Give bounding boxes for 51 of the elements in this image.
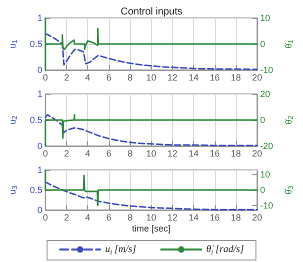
x-tick-label: 2 bbox=[64, 148, 70, 158]
x-tick-label: 20 bbox=[252, 72, 262, 82]
x-tick-label: 10 bbox=[146, 212, 156, 222]
x-tick-label: 8 bbox=[128, 212, 133, 222]
x-tick-label: 20 bbox=[252, 212, 262, 222]
x-tick-label: 6 bbox=[106, 212, 112, 222]
y2-tick-label: 0 bbox=[260, 39, 266, 49]
x-tick-label: 6 bbox=[106, 72, 112, 82]
x-tick-label: 16 bbox=[210, 212, 220, 222]
y-tick-label: 0.5 bbox=[30, 39, 42, 49]
y2-tick-label: -10 bbox=[260, 65, 274, 75]
x-tick-label: 2 bbox=[64, 72, 70, 82]
x-tick-label: 4 bbox=[85, 72, 90, 82]
y2-tick-label: -10 bbox=[260, 200, 274, 210]
y2-tick-label: 20 bbox=[260, 89, 270, 99]
x-tick-label: 2 bbox=[64, 212, 70, 222]
x-tick-label: 12 bbox=[167, 212, 178, 222]
y-tick-label: 0 bbox=[37, 65, 42, 75]
x-tick-label: 18 bbox=[230, 212, 241, 222]
y2-tick-label: 10 bbox=[260, 13, 270, 23]
y2-tick-label: -20 bbox=[260, 141, 274, 151]
x-tick-label: 10 bbox=[146, 72, 156, 82]
x-tick-label: 8 bbox=[128, 72, 133, 82]
y-tick-label: 1 bbox=[37, 13, 42, 23]
x-tick-label: 12 bbox=[167, 72, 178, 82]
x-tick-label: 20 bbox=[252, 148, 262, 158]
y-tick-label: 1 bbox=[37, 165, 42, 175]
x-tick-label: 6 bbox=[106, 148, 112, 158]
x-tick-label: 4 bbox=[85, 212, 90, 222]
y-tick-label: 0 bbox=[37, 141, 42, 151]
x-axis-title: time [sec] bbox=[132, 224, 171, 234]
y-tick-label: 1 bbox=[37, 89, 42, 99]
x-tick-label: 14 bbox=[188, 148, 199, 158]
y-tick-label: 0.5 bbox=[30, 185, 42, 195]
x-tick-label: 14 bbox=[188, 72, 199, 82]
x-tick-label: 8 bbox=[128, 148, 133, 158]
y2-tick-label: 0 bbox=[260, 185, 266, 195]
y-tick-label: 0.5 bbox=[30, 115, 42, 125]
x-tick-label: 18 bbox=[230, 72, 241, 82]
y-tick-label: 0 bbox=[37, 205, 42, 215]
x-tick-label: 4 bbox=[85, 148, 90, 158]
y2-tick-label: 10 bbox=[260, 170, 270, 180]
y2-tick-label: 0 bbox=[260, 115, 266, 125]
chart-title: Control inputs bbox=[120, 6, 182, 18]
x-tick-label: 18 bbox=[230, 148, 241, 158]
x-tick-label: 12 bbox=[167, 148, 178, 158]
x-tick-label: 16 bbox=[210, 148, 220, 158]
x-tick-label: 14 bbox=[188, 212, 199, 222]
x-tick-label: 10 bbox=[146, 148, 156, 158]
line-series bbox=[44, 169, 258, 206]
x-tick-label: 16 bbox=[210, 72, 220, 82]
